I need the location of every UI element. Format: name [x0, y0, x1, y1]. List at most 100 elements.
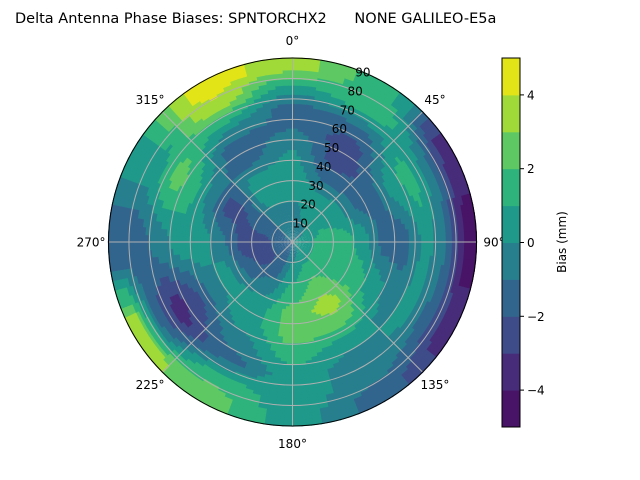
contour-cell: [430, 138, 441, 150]
contour-cell: [341, 367, 351, 375]
contour-cell: [298, 227, 301, 232]
contour-cell: [368, 88, 380, 97]
contour-cell: [414, 200, 421, 210]
contour-cell: [417, 360, 429, 372]
contour-cell: [257, 343, 266, 350]
contour-cell: [285, 265, 288, 270]
contour-cell: [298, 214, 302, 219]
contour-cell: [443, 282, 451, 294]
contour-cell: [298, 243, 302, 246]
contour-cell: [438, 317, 447, 329]
contour-cell: [424, 353, 435, 365]
contour-cell: [291, 72, 303, 77]
contour-cell: [155, 349, 166, 361]
contour-cell: [285, 262, 289, 267]
contour-cell: [356, 238, 361, 243]
contour-cell: [288, 256, 291, 261]
contour-cell: [365, 72, 378, 82]
contour-cell: [351, 103, 362, 112]
contour-cell: [274, 247, 279, 250]
contour-cell: [376, 92, 388, 102]
contour-cell: [296, 152, 303, 157]
contour-cell: [292, 330, 298, 335]
contour-cell: [441, 330, 451, 342]
contour-cell: [316, 238, 321, 241]
contour-cell: [287, 247, 290, 251]
contour-cell: [394, 97, 406, 107]
contour-cell: [157, 299, 165, 310]
contour-cell: [392, 201, 399, 210]
contour-cell: [298, 252, 302, 256]
contour-cell: [398, 192, 405, 201]
contour-cell: [301, 242, 306, 245]
contour-cell: [305, 248, 310, 252]
contour-cell: [281, 246, 286, 250]
contour-cell: [344, 100, 355, 108]
contour-cell: [296, 253, 300, 257]
contour-cell: [353, 238, 358, 243]
contour-cell: [296, 223, 299, 228]
contour-cell: [352, 395, 364, 404]
contour-cell: [383, 96, 395, 107]
contour-cell: [329, 280, 335, 286]
contour-cell: [430, 324, 440, 335]
contour-cell: [399, 241, 404, 249]
contour-cell: [174, 292, 181, 302]
contour-cell: [329, 99, 339, 106]
contour-cell: [335, 274, 341, 280]
contour-cell: [174, 285, 181, 294]
contour-cell: [300, 251, 304, 255]
contour-cell: [415, 192, 422, 202]
contour-cell: [326, 404, 338, 411]
contour-cell: [318, 406, 330, 413]
contour-cell: [286, 293, 291, 298]
contour-cell: [420, 276, 427, 286]
contour-cell: [250, 280, 256, 286]
contour-cell: [297, 235, 301, 239]
contour-cell: [446, 321, 455, 334]
contour-cell: [342, 80, 354, 88]
contour-cell: [410, 106, 422, 117]
contour-cell: [383, 246, 389, 253]
contour-cell: [225, 387, 237, 395]
contour-cell: [350, 106, 361, 114]
contour-cell: [292, 183, 296, 187]
contour-cell: [436, 241, 441, 251]
contour-cell: [282, 416, 294, 421]
contour-cell: [131, 311, 140, 323]
contour-cell: [295, 247, 298, 251]
contour-cell: [282, 410, 294, 415]
contour-cell: [375, 241, 379, 247]
contour-cell: [390, 387, 402, 398]
contour-cell: [141, 316, 150, 328]
contour-cell: [183, 387, 195, 398]
contour-cell: [320, 131, 329, 138]
contour-cell: [318, 249, 323, 252]
contour-cell: [288, 309, 293, 314]
contour-cell: [300, 235, 305, 238]
contour-cell: [294, 243, 298, 247]
contour-cell: [362, 237, 367, 243]
contour-cell: [337, 66, 350, 74]
contour-cell: [283, 385, 294, 390]
contour-cell: [356, 241, 361, 246]
contour-cell: [177, 284, 184, 293]
contour-cell: [197, 382, 209, 392]
contour-cell: [394, 207, 400, 215]
contour-cell: [293, 247, 295, 252]
contour-cell: [286, 246, 290, 251]
contour-cell: [428, 303, 437, 315]
contour-cell: [194, 388, 206, 398]
contour-cell: [140, 327, 149, 339]
contour-cell: [329, 96, 340, 103]
contour-cell: [361, 81, 373, 90]
contour-cell: [432, 347, 443, 359]
contour-cell: [365, 402, 378, 412]
contour-cell: [451, 303, 460, 316]
contour-cell: [175, 382, 187, 392]
contour-cell: [250, 392, 261, 399]
contour-cell: [446, 292, 454, 304]
contour-cell: [202, 392, 214, 402]
contour-cell: [422, 164, 431, 175]
contour-cell: [369, 390, 382, 399]
